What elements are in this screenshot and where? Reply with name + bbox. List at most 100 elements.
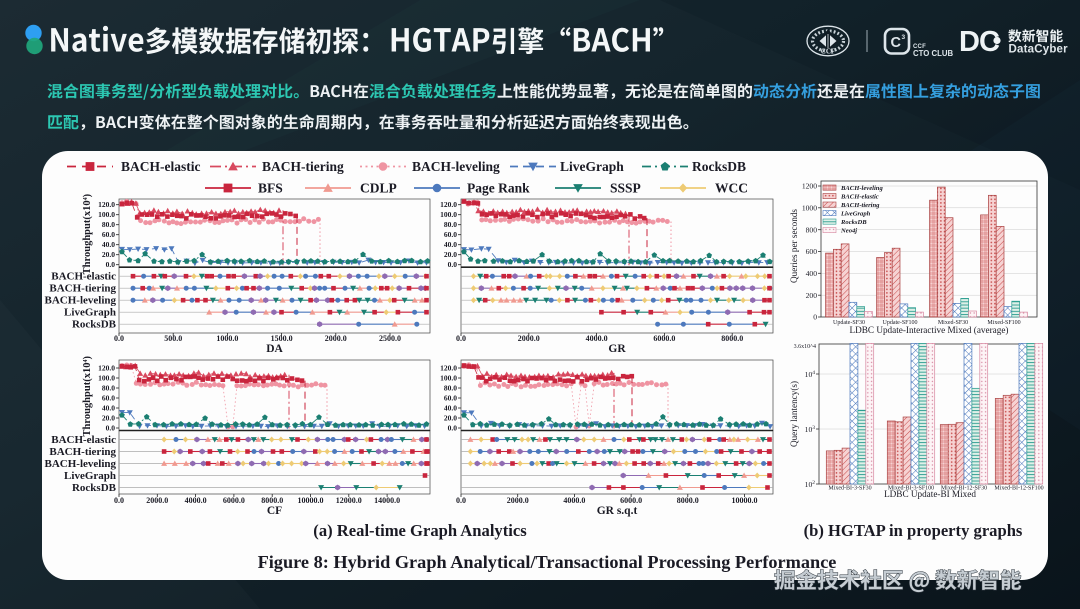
svg-text:40.0: 40.0: [444, 240, 457, 249]
svg-text:CCF: CCF: [913, 44, 926, 50]
svg-text:WCC: WCC: [715, 181, 748, 196]
svg-text:Mixed-BI-3-SF30: Mixed-BI-3-SF30: [828, 486, 871, 492]
svg-text:CTO CLUB: CTO CLUB: [913, 49, 954, 58]
svg-text:20.0: 20.0: [444, 413, 457, 422]
svg-text:BACH-leveling: BACH-leveling: [45, 295, 117, 307]
svg-text:20.0: 20.0: [444, 250, 457, 259]
svg-text:0.0: 0.0: [114, 334, 124, 343]
svg-text:2000.0: 2000.0: [325, 334, 347, 343]
svg-text:RocksDB: RocksDB: [692, 159, 746, 174]
svg-text:100.0: 100.0: [98, 210, 115, 219]
svg-text:LiveGraph: LiveGraph: [560, 159, 624, 174]
svg-text:BACH-leveling: BACH-leveling: [840, 185, 883, 192]
svg-text:BACH-elastic: BACH-elastic: [840, 194, 879, 201]
svg-text:40.0: 40.0: [444, 403, 457, 412]
svg-text:12000.0: 12000.0: [336, 496, 362, 505]
svg-text:BFS: BFS: [258, 181, 283, 196]
svg-text:DataCyber: DataCyber: [1009, 44, 1069, 56]
svg-text:BACH-elastic: BACH-elastic: [51, 271, 116, 283]
svg-text:Mixed-SF100: Mixed-SF100: [987, 320, 1020, 326]
svg-text:20.0: 20.0: [102, 413, 115, 422]
svg-text:Neo4j: Neo4j: [840, 228, 857, 235]
svg-text:1000.0: 1000.0: [216, 334, 238, 343]
svg-text:0.0: 0.0: [106, 260, 116, 269]
svg-text:6000.0: 6000.0: [653, 334, 675, 343]
svg-text:(a) Real-time Graph Analytics: (a) Real-time Graph Analytics: [313, 521, 527, 540]
svg-text:20.0: 20.0: [102, 250, 115, 259]
svg-text:1500.0: 1500.0: [271, 334, 293, 343]
svg-text:3.6x10^4: 3.6x10^4: [794, 344, 816, 350]
svg-text:80.0: 80.0: [444, 220, 457, 229]
svg-text:80.0: 80.0: [102, 383, 115, 392]
svg-text:2000.0: 2000.0: [507, 496, 529, 505]
svg-text:LiveGraph: LiveGraph: [64, 307, 116, 319]
svg-text:BACH-elastic: BACH-elastic: [51, 434, 116, 446]
svg-text:3: 3: [902, 34, 906, 41]
svg-text:Update-SF30: Update-SF30: [833, 320, 865, 326]
svg-text:1200: 1200: [802, 182, 817, 191]
svg-text:120.0: 120.0: [98, 200, 115, 209]
svg-text:GR: GR: [608, 343, 626, 355]
svg-text:CF: CF: [267, 505, 282, 517]
svg-text:Throughput(x104): Throughput(x104): [82, 356, 93, 437]
svg-text:CCF: CCF: [821, 48, 835, 56]
svg-text:800: 800: [806, 225, 818, 234]
svg-text:400: 400: [806, 269, 818, 278]
svg-text:C: C: [891, 35, 902, 51]
svg-text:8000.0: 8000.0: [721, 334, 743, 343]
svg-text:BACH-tiering: BACH-tiering: [840, 202, 880, 209]
svg-text:2000.0: 2000.0: [146, 496, 168, 505]
svg-text:4000.0: 4000.0: [586, 334, 608, 343]
svg-text:LiveGraph: LiveGraph: [840, 211, 871, 218]
svg-text:80.0: 80.0: [444, 383, 457, 392]
svg-text:2500.0: 2500.0: [379, 334, 401, 343]
svg-text:40.0: 40.0: [102, 240, 115, 249]
svg-text:Mixed-BI-12-SF100: Mixed-BI-12-SF100: [994, 486, 1043, 492]
svg-text:0.0: 0.0: [448, 260, 458, 269]
svg-text:60.0: 60.0: [102, 230, 115, 239]
svg-text:10000.0: 10000.0: [732, 496, 758, 505]
svg-text:102: 102: [805, 480, 816, 489]
svg-text:8000.0: 8000.0: [677, 496, 699, 505]
svg-text:Update-SF100: Update-SF100: [883, 320, 918, 326]
svg-text:0.0: 0.0: [106, 423, 116, 432]
svg-text:0: 0: [813, 313, 817, 322]
svg-text:1000: 1000: [802, 203, 817, 212]
svg-text:6000.0: 6000.0: [620, 496, 642, 505]
svg-text:104: 104: [805, 370, 816, 379]
svg-text:6000.0: 6000.0: [223, 496, 245, 505]
svg-text:BACH-tiering: BACH-tiering: [49, 446, 116, 458]
svg-text:Mixed-SF30: Mixed-SF30: [938, 320, 968, 326]
svg-text:Query lantency(s): Query lantency(s): [789, 381, 799, 447]
svg-text:120.0: 120.0: [440, 363, 457, 372]
svg-text:Figure 8: Hybrid Graph Analyti: Figure 8: Hybrid Graph Analytical/Transa…: [258, 552, 837, 572]
svg-text:BACH-elastic: BACH-elastic: [121, 159, 200, 174]
svg-text:Queries per seconds: Queries per seconds: [789, 209, 799, 283]
svg-text:103: 103: [805, 425, 816, 434]
svg-text:60.0: 60.0: [444, 393, 457, 402]
svg-text:0.0: 0.0: [114, 496, 124, 505]
svg-text:Mixed-BI-3-SF100: Mixed-BI-3-SF100: [888, 486, 934, 492]
svg-text:80.0: 80.0: [102, 220, 115, 229]
svg-text:120.0: 120.0: [98, 363, 115, 372]
svg-text:SSSP: SSSP: [610, 181, 641, 196]
svg-text:4000.0: 4000.0: [563, 496, 585, 505]
svg-text:100.0: 100.0: [98, 373, 115, 382]
svg-text:40.0: 40.0: [102, 403, 115, 412]
svg-text:GR s.q.t: GR s.q.t: [597, 505, 638, 517]
svg-text:RocksDB: RocksDB: [840, 219, 867, 226]
svg-text:LiveGraph: LiveGraph: [64, 470, 116, 482]
svg-text:100.0: 100.0: [440, 210, 457, 219]
svg-text:500.0: 500.0: [164, 334, 182, 343]
svg-text:600: 600: [806, 247, 818, 256]
svg-text:DA: DA: [266, 343, 283, 355]
svg-text:8000.0: 8000.0: [261, 496, 283, 505]
svg-text:Page Rank: Page Rank: [467, 181, 530, 196]
svg-text:4000.0: 4000.0: [185, 496, 207, 505]
svg-text:BACH-tiering: BACH-tiering: [49, 283, 116, 295]
svg-text:BACH-leveling: BACH-leveling: [412, 159, 500, 174]
svg-text:10000.0: 10000.0: [298, 496, 324, 505]
svg-text:Mixed-BI-12-SF30: Mixed-BI-12-SF30: [941, 486, 987, 492]
svg-text:Throughput(x104): Throughput(x104): [82, 193, 93, 274]
svg-text:LDBC Update-Interactive Mixed: LDBC Update-Interactive Mixed (average): [850, 325, 1009, 335]
